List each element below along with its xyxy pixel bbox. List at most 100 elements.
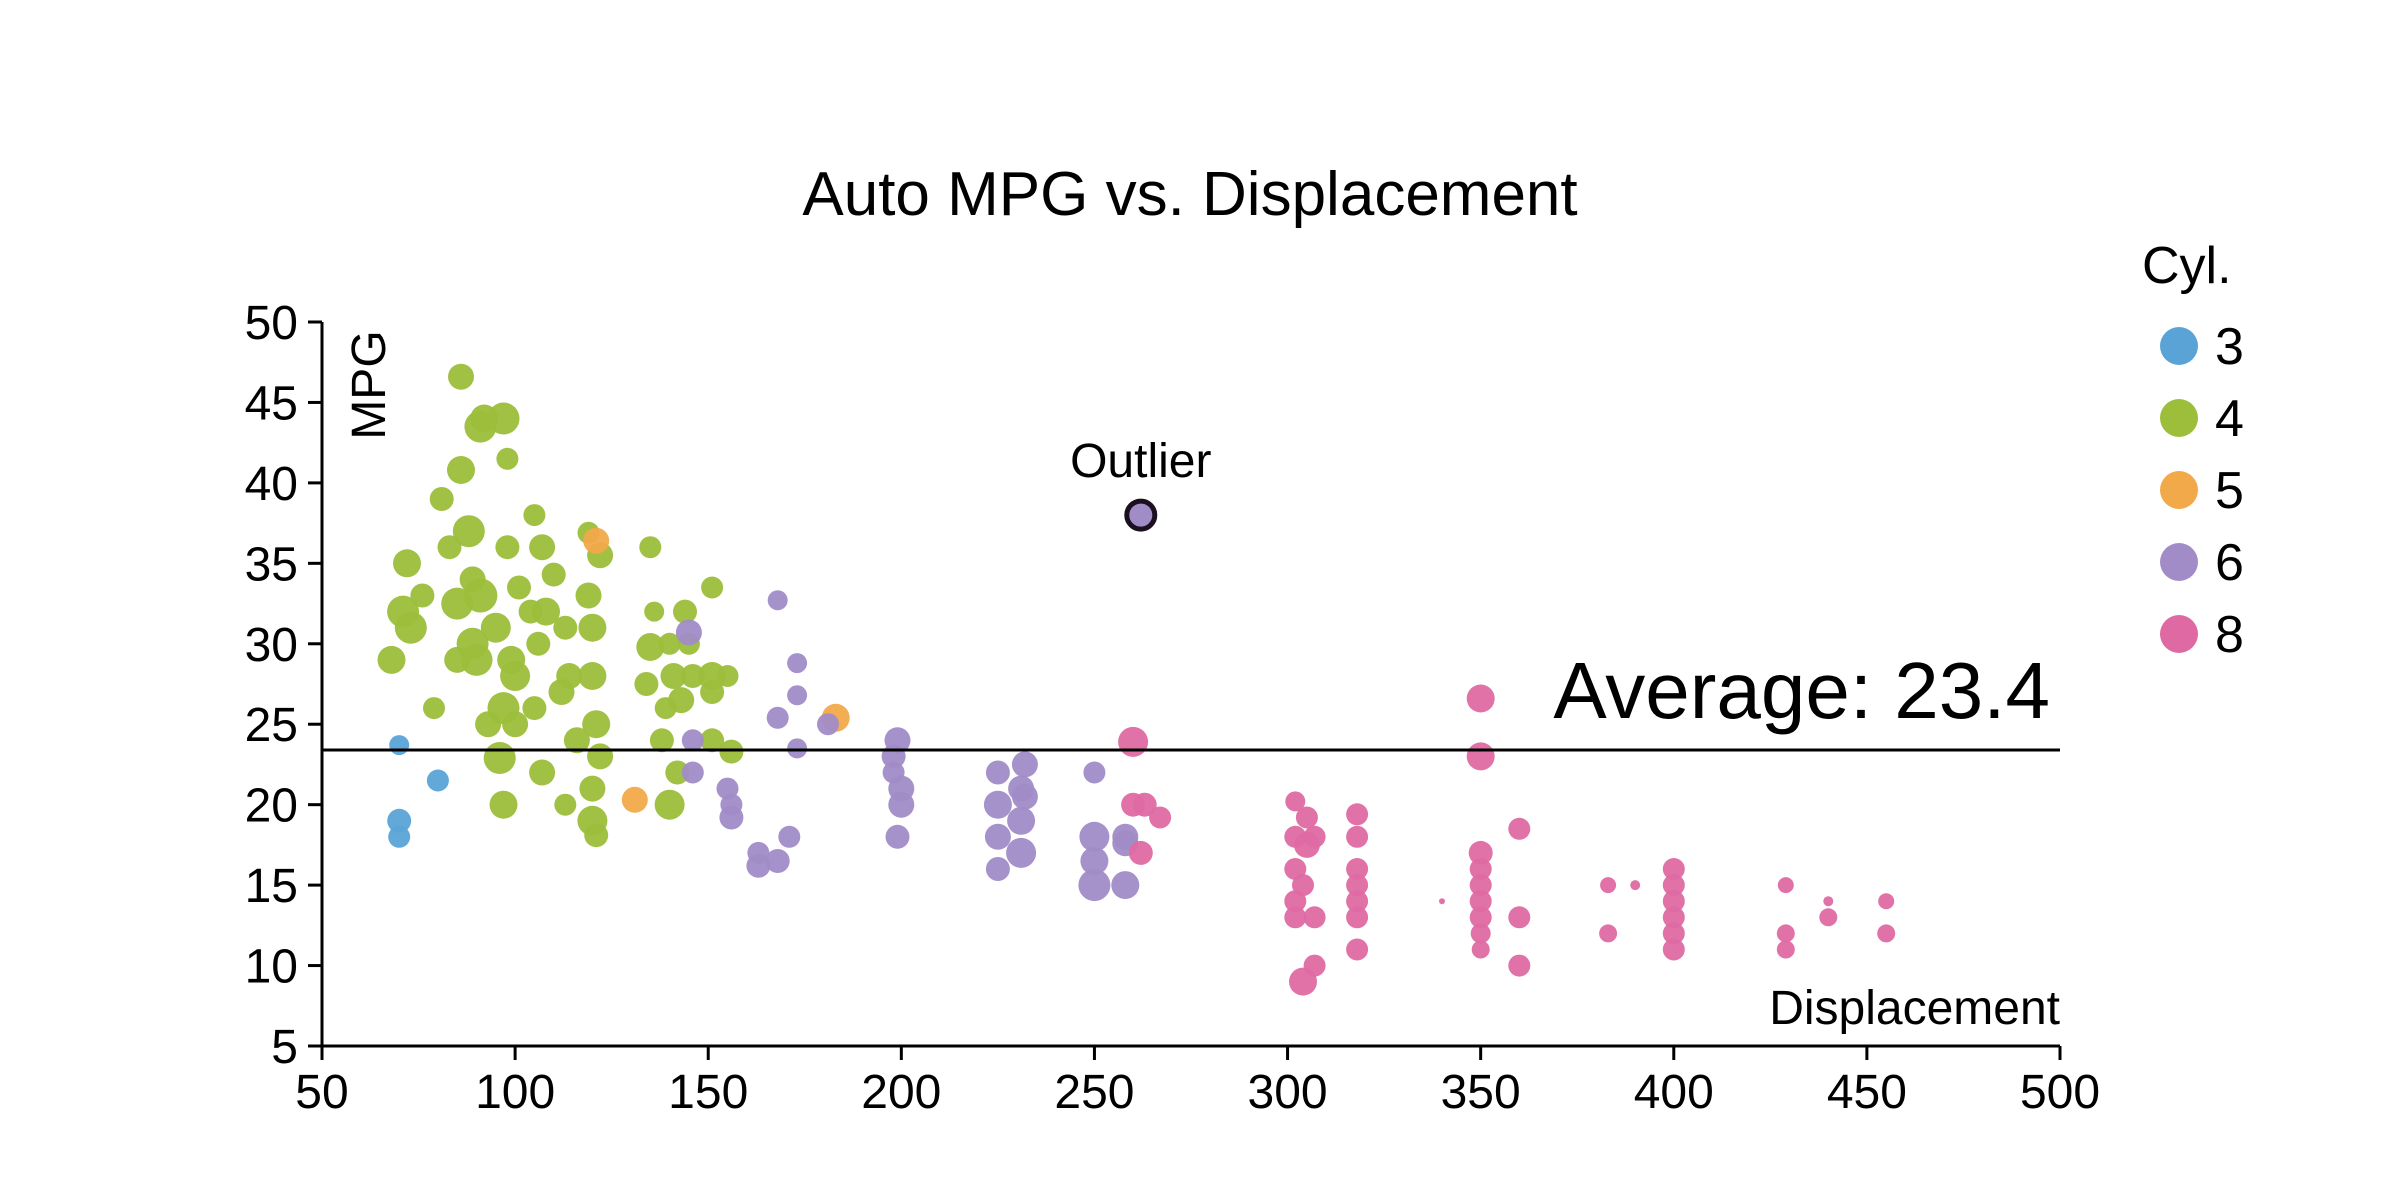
data-point-cyl-4 [700, 680, 725, 704]
data-point-cyl-6 [720, 793, 743, 816]
data-point-cyl-8 [1295, 806, 1318, 829]
data-point-cyl-6 [1080, 847, 1109, 875]
data-point-cyl-8 [1346, 938, 1369, 961]
data-point-cyl-4 [460, 643, 493, 676]
data-point-cyl-8 [1469, 858, 1492, 880]
x-tick-label: 100 [475, 1066, 555, 1119]
legend-label-cyl-5: 5 [2215, 462, 2244, 520]
data-point-cyl-4 [584, 823, 609, 848]
data-point-cyl-6 [787, 738, 808, 759]
data-point-cyl-8 [1118, 726, 1149, 757]
x-tick-label: 200 [861, 1066, 941, 1119]
y-tick-label: 10 [245, 941, 298, 994]
legend-marker-cyl-5 [2160, 471, 2198, 509]
data-point-cyl-8 [1777, 877, 1794, 894]
data-point-cyl-4 [658, 632, 681, 655]
data-point-cyl-4 [668, 687, 695, 714]
data-point-cyl-4 [700, 728, 725, 753]
data-point-cyl-8 [1469, 874, 1492, 897]
data-point-cyl-6 [985, 760, 1010, 785]
data-point-cyl-4 [636, 633, 665, 661]
data-point-cyl-8 [1662, 890, 1685, 913]
legend-label-cyl-8: 8 [2215, 606, 2244, 664]
data-point-cyl-4 [500, 661, 531, 691]
data-point-cyl-4 [495, 535, 520, 560]
legend-marker-cyl-4 [2160, 399, 2198, 437]
x-tick-label: 250 [1054, 1066, 1134, 1119]
y-tick-label: 20 [245, 780, 298, 833]
data-point-cyl-6 [778, 825, 801, 848]
data-point-cyl-4 [496, 447, 519, 470]
data-point-cyl-4 [452, 515, 485, 548]
data-point-cyl-8 [1662, 858, 1685, 880]
legend-marker-cyl-8 [2160, 615, 2198, 653]
data-point-cyl-6 [1007, 806, 1036, 835]
y-tick-label: 50 [245, 297, 298, 350]
data-point-cyl-8 [1466, 742, 1495, 771]
data-point-cyl-3 [426, 769, 449, 792]
chart-title: Auto MPG vs. Displacement [802, 160, 1577, 229]
x-axis-label: Displacement [1769, 982, 2060, 1035]
data-point-cyl-4 [429, 487, 454, 511]
data-point-cyl-8 [1776, 940, 1795, 959]
x-tick-label: 300 [1248, 1066, 1328, 1119]
data-point-cyl-6 [1083, 761, 1106, 784]
data-point-cyl-6 [681, 761, 704, 784]
data-point-cyl-8 [1776, 924, 1795, 943]
x-tick-label: 500 [2020, 1066, 2100, 1119]
data-point-cyl-8 [1469, 906, 1492, 929]
data-point-cyl-6 [681, 729, 704, 752]
data-point-cyl-4 [563, 727, 590, 754]
data-point-cyl-3 [387, 808, 412, 833]
data-point-cyl-8 [1662, 938, 1685, 961]
data-point-cyl-8 [1346, 906, 1369, 929]
data-point-cyl-6 [817, 713, 839, 736]
data-point-cyl-8 [1468, 840, 1493, 865]
data-point-cyl-8 [1662, 906, 1685, 929]
data-point-cyl-4 [582, 710, 611, 739]
data-point-cyl-4 [634, 672, 659, 696]
data-point-cyl-8 [1662, 874, 1685, 897]
data-point-cyl-4 [644, 601, 665, 622]
data-point-cyl-8 [1508, 954, 1531, 977]
data-point-cyl-4 [665, 760, 690, 785]
data-point-cyl-4 [507, 575, 531, 600]
data-point-cyl-6 [675, 619, 702, 646]
legend-label-cyl-4: 4 [2215, 390, 2244, 448]
data-point-cyl-6 [1079, 821, 1110, 852]
data-point-cyl-6 [888, 775, 915, 802]
data-point-cyl-8 [1346, 874, 1369, 897]
y-tick-label: 5 [271, 1021, 298, 1074]
data-point-cyl-6 [985, 857, 1010, 881]
data-point-cyl-4 [423, 697, 445, 720]
data-point-cyl-4 [556, 663, 583, 689]
data-point-cyl-4 [393, 549, 421, 578]
data-point-cyl-4 [716, 665, 739, 687]
data-point-cyl-6 [1011, 751, 1038, 778]
legend-title: Cyl. [2142, 237, 2232, 295]
data-point-cyl-4 [719, 739, 744, 764]
data-point-cyl-4 [377, 645, 406, 674]
data-point-cyl-6 [983, 790, 1012, 819]
data-point-cyl-8 [1662, 922, 1685, 945]
y-axis-label: MPG [343, 330, 396, 439]
data-point-cyl-6 [1078, 869, 1111, 902]
data-point-cyl-6 [747, 841, 770, 864]
data-point-cyl-4 [502, 711, 529, 738]
data-point-cyl-4 [529, 759, 556, 786]
data-point-cyl-4 [578, 662, 607, 690]
data-point-cyl-8 [1128, 840, 1153, 865]
data-point-cyl-4 [394, 611, 427, 644]
y-tick-label: 35 [245, 538, 298, 591]
data-point-cyl-6 [787, 653, 808, 674]
data-point-cyl-3 [389, 735, 410, 756]
data-point-cyl-4 [541, 562, 566, 587]
data-point-cyl-4 [578, 613, 607, 642]
legend: Cyl. 3 4 5 6 8 [2142, 237, 2244, 664]
data-point-cyl-8 [1470, 923, 1491, 944]
data-point-cyl-6 [1111, 871, 1140, 900]
data-point-cyl-4 [448, 363, 474, 390]
data-point-cyl-4 [579, 775, 606, 802]
